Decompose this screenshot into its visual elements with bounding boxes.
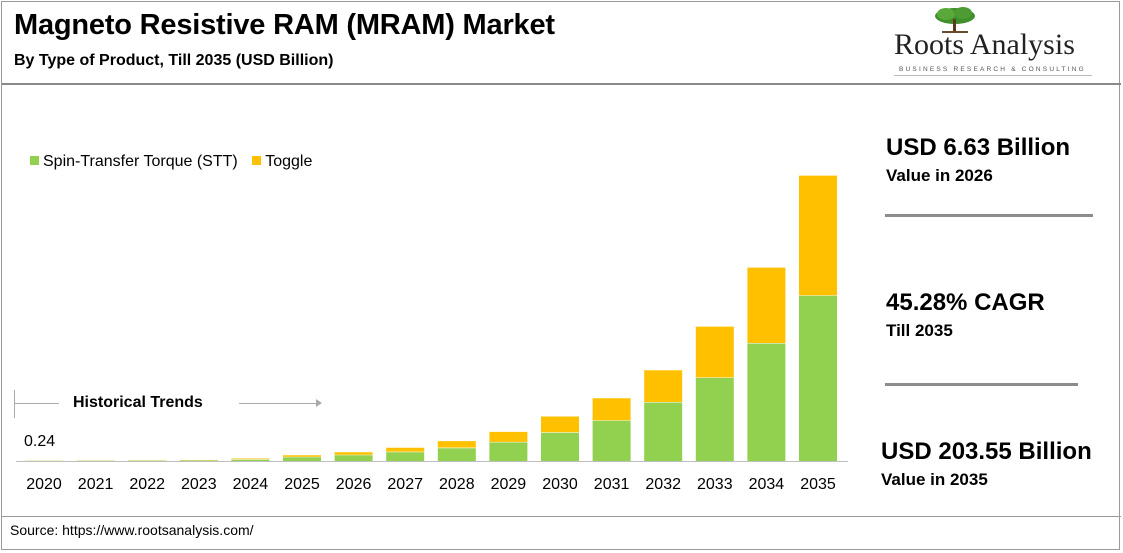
historical-trends-annotation: Historical Trends	[14, 390, 324, 418]
x-tick-label-2034: 2034	[749, 476, 785, 493]
header-divider	[2, 83, 1121, 85]
kpi-cagr-sub: Till 2035	[886, 321, 953, 340]
logo-underline	[894, 75, 1092, 76]
legend-item-toggle: Toggle	[252, 153, 312, 171]
x-tick-label-2028: 2028	[439, 476, 475, 493]
kpi-value-2026: USD 6.63 Billion Value in 2026	[886, 134, 1070, 186]
chart-legend: Spin-Transfer Torque (STT) Toggle	[30, 153, 322, 171]
tree-icon	[935, 7, 975, 33]
footer-divider	[2, 516, 1121, 517]
kpi-divider-1	[885, 214, 1093, 217]
historical-trends-line-right	[239, 403, 319, 404]
bar-toggle-2029	[489, 431, 528, 442]
x-tick-label-2024: 2024	[233, 476, 269, 493]
x-tick-label-2020: 2020	[26, 476, 62, 493]
chart-subtitle: By Type of Product, Till 2035 (USD Billi…	[14, 52, 334, 69]
x-tick-label-2033: 2033	[697, 476, 733, 493]
bar-toggle-2026	[334, 451, 373, 455]
kpi-value-2035-main: USD 203.55 Billion	[881, 438, 1092, 465]
kpi-cagr-main: 45.28% CAGR	[886, 289, 1045, 316]
x-tick-label-2025: 2025	[284, 476, 320, 493]
legend-item-stt: Spin-Transfer Torque (STT)	[30, 153, 238, 171]
data-label-2020: 0.24	[24, 433, 55, 450]
kpi-value-2026-main: USD 6.63 Billion	[886, 134, 1071, 161]
x-tick-label-2030: 2030	[542, 476, 578, 493]
legend-label-toggle: Toggle	[265, 153, 313, 170]
bar-toggle-2031	[592, 397, 631, 421]
bar-toggle-2030	[541, 416, 579, 433]
kpi-value-2035-sub: Value in 2035	[881, 470, 988, 489]
kpi-value-2026-sub: Value in 2026	[886, 166, 993, 185]
bar-stt-2025	[283, 456, 321, 461]
bar-toggle-2035	[799, 175, 837, 296]
bar-stt-2034	[747, 343, 786, 461]
x-tick-label-2031: 2031	[594, 476, 630, 493]
x-tick-label-2023: 2023	[181, 476, 217, 493]
bar-stt-2026	[334, 454, 373, 461]
x-tick-label-2021: 2021	[78, 476, 114, 493]
roots-analysis-logo: Roots Analysis BUSINESS RESEARCH & CONSU…	[890, 6, 1100, 76]
historical-trends-start-tick	[14, 390, 15, 418]
bar-stt-2035	[799, 295, 837, 461]
logo-wordmark: Roots Analysis	[894, 28, 1075, 61]
bar-stt-2030	[541, 432, 579, 461]
legend-swatch-stt	[30, 156, 39, 165]
bar-stt-2028	[437, 447, 476, 461]
kpi-divider-2	[885, 383, 1078, 386]
historical-trends-arrow-icon	[316, 399, 322, 407]
bar-toggle-2033	[695, 326, 734, 378]
bar-stt-2033	[695, 377, 734, 461]
bar-toggle-2027	[386, 447, 425, 452]
kpi-value-2035: USD 203.55 Billion Value in 2035	[881, 438, 1092, 490]
x-tick-label-2035: 2035	[800, 476, 836, 493]
logo-tagline: BUSINESS RESEARCH & CONSULTING	[899, 66, 1086, 73]
legend-swatch-toggle	[252, 156, 262, 165]
historical-trends-line-left	[14, 403, 59, 404]
historical-trends-label: Historical Trends	[73, 394, 203, 411]
bar-stt-2029	[489, 441, 528, 461]
x-tick-label-2027: 2027	[387, 476, 423, 493]
bar-stt-2024	[231, 459, 270, 461]
bar-toggle-2024	[231, 458, 270, 460]
x-tick-label-2026: 2026	[336, 476, 372, 493]
bar-toggle-2034	[747, 267, 786, 343]
x-tick-label-2022: 2022	[129, 476, 165, 493]
source-note: Source: https://www.rootsanalysis.com/	[10, 522, 254, 538]
legend-label-stt: Spin-Transfer Torque (STT)	[43, 153, 238, 170]
x-tick-label-2032: 2032	[645, 476, 681, 493]
bar-toggle-2032	[644, 369, 683, 402]
bar-stt-2032	[644, 402, 683, 461]
x-tick-label-2029: 2029	[491, 476, 527, 493]
bar-stt-2023	[179, 460, 218, 461]
bar-chart: 2020 2021 2022 2023 2024 2025 2026 2027 2028 2029…	[16, 174, 848, 493]
bar-toggle-2028	[437, 440, 476, 448]
chart-title: Magneto Resistive RAM (MRAM) Market	[14, 9, 555, 41]
bar-stt-2031	[592, 420, 631, 461]
bar-toggle-2025	[283, 454, 321, 457]
bar-stt-2027	[386, 451, 425, 461]
kpi-cagr: 45.28% CAGR Till 2035	[886, 289, 1045, 341]
